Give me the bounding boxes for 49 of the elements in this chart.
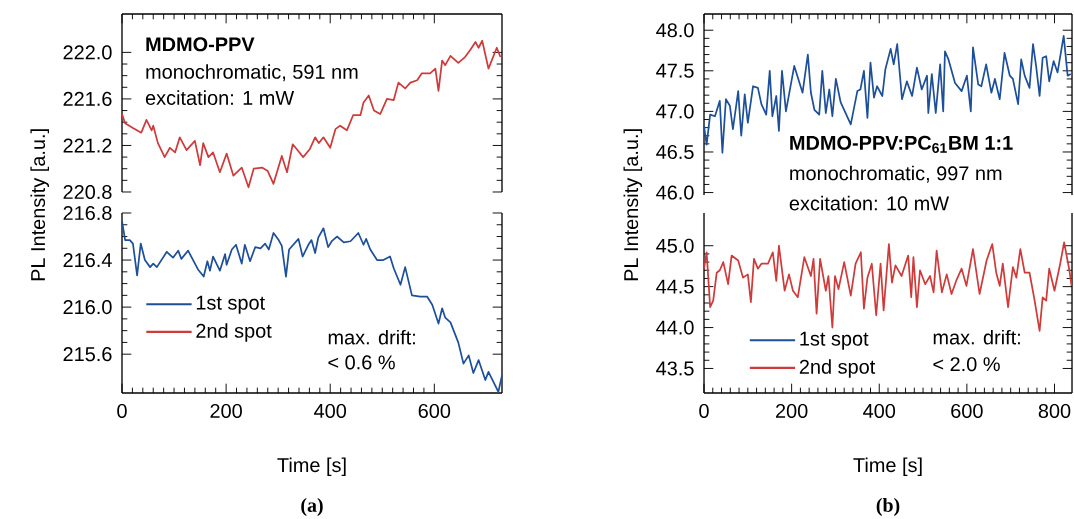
annotation: < 0.6 % <box>328 355 395 370</box>
text: (b) <box>876 497 900 516</box>
x-tick-label: 200 <box>776 403 808 419</box>
line-series <box>703 35 1072 154</box>
y-tick-label: 216.4 <box>63 253 112 268</box>
annotation: monochromatic, 591 nm <box>146 64 358 82</box>
x-tick-label: 600 <box>418 403 451 419</box>
text: 2nd spot <box>196 323 272 342</box>
annotation: MDMO-PPV:PC$_{61}$BM 1:1 <box>790 135 1013 153</box>
x-tick-label: 200 <box>210 403 242 419</box>
y-axis-title: PL Intensity [a.u.] <box>30 129 50 281</box>
legend-label: 2nd spot <box>799 359 876 378</box>
annotation: max. drift: <box>933 329 1020 345</box>
y-tick-label: 47.5 <box>656 63 694 78</box>
annotation: MDMO-PPV <box>146 37 255 52</box>
x-tick-label: 800 <box>1038 403 1071 419</box>
y-tick-label: 216.8 <box>63 205 112 221</box>
line-series <box>121 39 502 189</box>
text: excitation: 10 mW <box>789 195 950 211</box>
x-tick-label: 600 <box>951 403 983 419</box>
y-tick-label: 46.5 <box>656 144 694 160</box>
annotation: monochromatic, 997 nm <box>790 165 1002 183</box>
y-tick-label: 216.0 <box>63 300 112 315</box>
text: 1st spot <box>800 331 869 350</box>
annotation: < 2.0 % <box>933 357 1000 372</box>
annotation: excitation: 1 mW <box>145 90 295 105</box>
text: (a) <box>301 497 323 516</box>
y-tick-label: 222.0 <box>63 45 112 60</box>
y-tick-label: 44.5 <box>656 279 694 294</box>
legend-label: 1st spot <box>196 295 265 314</box>
y-axis-title: PL Intensity [a.u.] <box>623 129 643 281</box>
y-tick-label: 45.0 <box>656 238 694 253</box>
y-tick-label: 215.6 <box>63 347 112 362</box>
y-tick-label: 46.0 <box>656 185 694 200</box>
x-axis-title: Time [s] <box>277 457 346 477</box>
x-axis-title: Time [s] <box>853 457 922 477</box>
y-tick-label: 43.5 <box>656 361 694 376</box>
x-tick-label: 400 <box>314 403 347 419</box>
y-tick-label: 221.2 <box>63 138 112 153</box>
line-series <box>703 241 1073 332</box>
annotation: max. drift: <box>328 329 415 345</box>
x-tick-label: 400 <box>863 403 896 419</box>
x-tick-label: 0 <box>699 403 709 419</box>
y-tick-label: 47.0 <box>656 104 694 119</box>
x-tick-label: 0 <box>117 403 127 419</box>
y-tick-label: 221.6 <box>63 91 112 106</box>
y-tick-label: 44.0 <box>656 320 694 335</box>
y-tick-label: 220.8 <box>63 184 112 200</box>
y-tick-label: 48.0 <box>656 23 694 38</box>
